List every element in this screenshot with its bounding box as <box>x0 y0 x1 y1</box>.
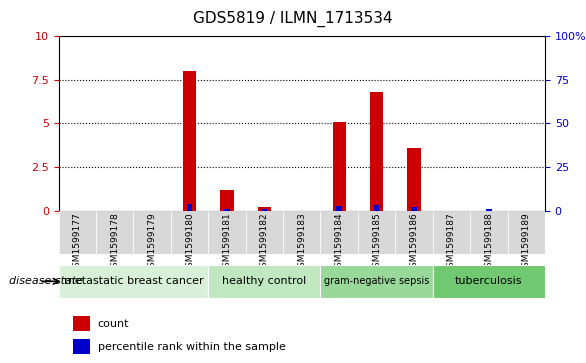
Text: metastatic breast cancer: metastatic breast cancer <box>64 276 203 286</box>
FancyBboxPatch shape <box>59 265 208 298</box>
Text: GSM1599185: GSM1599185 <box>372 213 381 273</box>
Bar <box>73 339 90 354</box>
Text: GSM1599179: GSM1599179 <box>148 213 156 273</box>
Text: tuberculosis: tuberculosis <box>455 276 523 286</box>
FancyBboxPatch shape <box>358 211 396 254</box>
Text: GSM1599184: GSM1599184 <box>335 213 344 273</box>
Bar <box>224 209 230 211</box>
FancyBboxPatch shape <box>59 211 96 254</box>
Bar <box>261 209 267 211</box>
FancyBboxPatch shape <box>396 211 432 254</box>
Bar <box>336 206 342 211</box>
Bar <box>486 209 492 211</box>
FancyBboxPatch shape <box>96 211 134 254</box>
Bar <box>374 205 379 211</box>
Bar <box>258 207 271 211</box>
Text: GSM1599177: GSM1599177 <box>73 213 82 273</box>
FancyBboxPatch shape <box>134 211 171 254</box>
Text: GSM1599181: GSM1599181 <box>223 213 231 273</box>
Text: GSM1599188: GSM1599188 <box>485 213 493 273</box>
Text: gram-negative sepsis: gram-negative sepsis <box>324 276 430 286</box>
Bar <box>183 71 196 211</box>
Text: GSM1599182: GSM1599182 <box>260 213 269 273</box>
Bar <box>220 189 233 211</box>
FancyBboxPatch shape <box>507 211 545 254</box>
Text: GSM1599187: GSM1599187 <box>447 213 456 273</box>
Text: GSM1599180: GSM1599180 <box>185 213 194 273</box>
FancyBboxPatch shape <box>171 211 208 254</box>
Text: count: count <box>97 319 129 329</box>
FancyBboxPatch shape <box>283 211 321 254</box>
FancyBboxPatch shape <box>246 211 283 254</box>
Text: GSM1599178: GSM1599178 <box>110 213 119 273</box>
Text: percentile rank within the sample: percentile rank within the sample <box>97 342 285 352</box>
Bar <box>411 207 417 211</box>
Bar <box>333 122 346 211</box>
Text: GSM1599183: GSM1599183 <box>297 213 306 273</box>
Bar <box>187 204 192 211</box>
Text: GSM1599189: GSM1599189 <box>522 213 531 273</box>
Bar <box>73 316 90 331</box>
FancyBboxPatch shape <box>321 211 358 254</box>
FancyBboxPatch shape <box>321 265 432 298</box>
FancyBboxPatch shape <box>208 265 321 298</box>
Bar <box>370 92 383 211</box>
Text: healthy control: healthy control <box>222 276 306 286</box>
FancyBboxPatch shape <box>432 211 470 254</box>
Text: disease state: disease state <box>9 276 83 286</box>
FancyBboxPatch shape <box>432 265 545 298</box>
FancyBboxPatch shape <box>470 211 507 254</box>
Text: GDS5819 / ILMN_1713534: GDS5819 / ILMN_1713534 <box>193 11 393 27</box>
Bar <box>407 148 421 211</box>
Text: GSM1599186: GSM1599186 <box>410 213 418 273</box>
FancyBboxPatch shape <box>208 211 246 254</box>
